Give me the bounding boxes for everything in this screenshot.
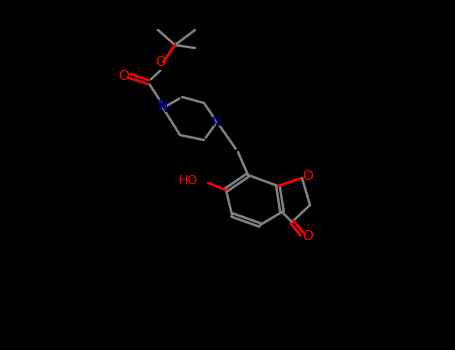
Text: N: N <box>158 98 168 112</box>
Text: O: O <box>156 55 167 69</box>
Text: O: O <box>119 69 129 83</box>
Text: N: N <box>158 101 168 115</box>
Text: O: O <box>303 169 313 183</box>
Text: N: N <box>212 115 222 129</box>
Text: HO: HO <box>179 175 198 188</box>
Text: O: O <box>303 229 313 243</box>
